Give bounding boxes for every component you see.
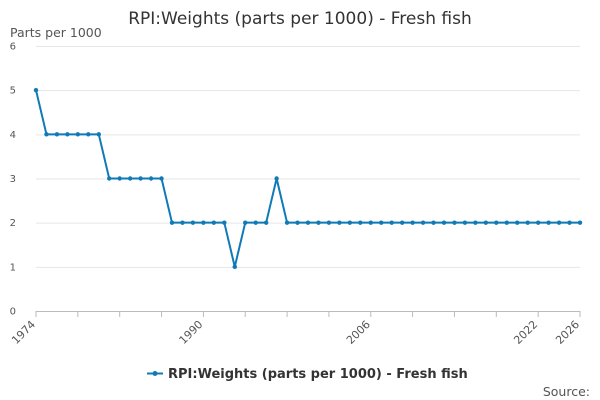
y-tick-label: 6 <box>10 42 16 53</box>
legend-label: RPI:Weights (parts per 1000) - Fresh fis… <box>168 367 468 382</box>
y-tick-label: 5 <box>10 86 16 97</box>
data-point[interactable] <box>75 132 81 137</box>
data-point[interactable] <box>190 220 196 225</box>
data-point[interactable] <box>243 220 248 225</box>
y-tick-label: 2 <box>10 218 16 229</box>
y-tick-label: 3 <box>10 174 16 185</box>
data-point[interactable] <box>410 220 415 225</box>
x-axis-tick-marks <box>35 311 581 317</box>
data-point[interactable] <box>577 220 583 225</box>
x-tick-label: 2006 <box>344 318 373 347</box>
x-tick-label: 2022 <box>511 318 540 347</box>
data-point[interactable] <box>379 220 384 225</box>
data-point[interactable] <box>515 220 520 225</box>
data-point[interactable] <box>305 220 311 225</box>
data-point[interactable] <box>44 132 49 137</box>
data-point[interactable] <box>222 220 227 225</box>
x-tick-label: 1974 <box>9 318 38 347</box>
data-point[interactable] <box>389 220 394 225</box>
data-point[interactable] <box>211 220 217 225</box>
x-tick-label: 2026 <box>553 318 582 347</box>
data-point[interactable] <box>567 220 572 225</box>
data-point[interactable] <box>148 176 154 181</box>
data-point[interactable] <box>347 220 353 225</box>
data-point[interactable] <box>316 220 321 225</box>
y-tick-label: 1 <box>10 262 16 273</box>
legend[interactable]: RPI:Weights (parts per 1000) - Fresh fis… <box>147 367 468 382</box>
data-point[interactable] <box>284 220 290 225</box>
data-point[interactable] <box>431 220 436 225</box>
data-point[interactable] <box>159 176 164 181</box>
data-point[interactable] <box>263 220 269 225</box>
data-point[interactable] <box>253 220 258 225</box>
data-point[interactable] <box>473 220 478 225</box>
data-point[interactable] <box>117 176 122 181</box>
data-point[interactable] <box>138 176 143 181</box>
data-point[interactable] <box>483 220 489 225</box>
data-point[interactable] <box>65 132 70 137</box>
data-point[interactable] <box>274 176 279 181</box>
data-point[interactable] <box>107 176 112 181</box>
data-point[interactable] <box>33 87 39 93</box>
y-axis-ticks: 0 1 2 3 4 5 6 <box>10 42 16 318</box>
data-point[interactable] <box>462 220 468 225</box>
data-point[interactable] <box>169 220 175 225</box>
data-point[interactable] <box>86 132 91 137</box>
data-point[interactable] <box>556 220 562 225</box>
data-point[interactable] <box>535 220 541 225</box>
data-point[interactable] <box>326 220 332 225</box>
data-point[interactable] <box>295 220 300 225</box>
y-tick-label: 0 <box>10 307 16 318</box>
data-point[interactable] <box>504 220 509 225</box>
data-point[interactable] <box>546 220 551 225</box>
data-point[interactable] <box>452 220 457 225</box>
data-point[interactable] <box>420 220 426 225</box>
y-tick-label: 4 <box>10 130 16 141</box>
legend-marker-icon <box>152 371 158 376</box>
data-point[interactable] <box>54 132 60 137</box>
data-point[interactable] <box>525 220 530 225</box>
gridlines <box>36 46 580 268</box>
data-point[interactable] <box>180 220 185 225</box>
data-point[interactable] <box>441 220 447 225</box>
data-point[interactable] <box>232 264 237 270</box>
chart-title: RPI:Weights (parts per 1000) - Fresh fis… <box>128 9 472 29</box>
data-point[interactable] <box>201 220 206 225</box>
data-point[interactable] <box>494 220 499 225</box>
source-label: Source: <box>543 384 590 399</box>
y-axis-label: Parts per 1000 <box>10 25 102 40</box>
x-tick-label: 1990 <box>177 318 206 347</box>
data-point[interactable] <box>358 220 363 225</box>
data-point[interactable] <box>127 176 133 181</box>
data-point[interactable] <box>399 220 405 225</box>
x-axis-ticks: 1974 1990 2006 2022 2026 <box>9 318 582 347</box>
series-layer <box>33 87 583 270</box>
data-point[interactable] <box>96 132 101 137</box>
data-point[interactable] <box>368 220 373 225</box>
data-point[interactable] <box>337 220 342 225</box>
